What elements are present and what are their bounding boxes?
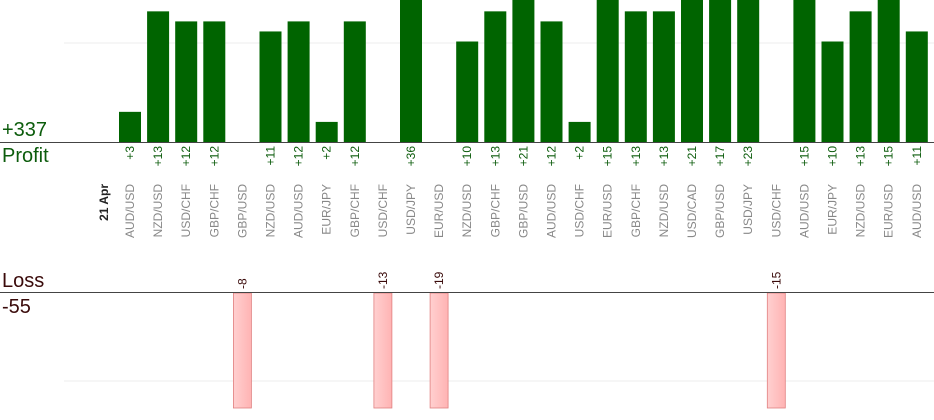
value-label: +2: [320, 146, 334, 160]
value-label: -8: [235, 278, 249, 289]
profit-bar: [568, 121, 591, 142]
value-label: -19: [432, 271, 446, 289]
loss-total: -55: [2, 296, 31, 318]
category-label: NZD/USD: [151, 184, 165, 238]
category-label: NZD/USD: [460, 184, 474, 238]
category-label: USD/CHF: [769, 184, 783, 237]
category-label: EUR/USD: [882, 184, 896, 238]
category-label: USD/CHF: [376, 184, 390, 237]
loss-bar: [429, 292, 449, 409]
profit-label: Profit: [2, 145, 49, 167]
category-label: EUR/JPY: [320, 184, 334, 235]
value-label: +13: [488, 146, 502, 167]
value-label: +11: [264, 146, 278, 166]
profit-total: +337: [2, 119, 48, 141]
profit-bar: [203, 21, 226, 142]
value-label: -13: [376, 271, 390, 289]
profit-bar: [877, 0, 900, 142]
profit-bar: [596, 0, 619, 142]
category-label: AUD/USD: [797, 184, 811, 238]
profit-bar: [905, 31, 928, 143]
profit-bar: [343, 21, 366, 142]
category-label: EUR/JPY: [826, 184, 840, 235]
value-label: +10: [826, 146, 840, 167]
category-label: GBP/CHF: [348, 184, 362, 237]
category-label: AUD/USD: [123, 184, 137, 238]
category-label: USD/CAD: [685, 184, 699, 238]
loss-bar: [373, 292, 393, 409]
value-label: +10: [460, 146, 474, 167]
value-label: +12: [545, 146, 559, 167]
category-label: NZD/USD: [657, 184, 671, 238]
profit-bar: [821, 41, 844, 142]
category-label: GBP/CHF: [207, 184, 221, 237]
profit-bar: [484, 11, 507, 142]
profit-bar: [681, 0, 703, 142]
profit-bar: [709, 0, 732, 142]
value-label: +21: [685, 146, 699, 167]
value-label: +13: [657, 146, 671, 167]
profit-bar: [456, 41, 479, 142]
value-label: +15: [797, 146, 811, 167]
value-label: +12: [292, 146, 306, 167]
value-label: +12: [207, 146, 221, 167]
date-label: 21 Apr: [97, 184, 111, 221]
category-label: NZD/USD: [264, 184, 278, 238]
category-label: GBP/USD: [235, 184, 249, 238]
value-label: -15: [769, 271, 783, 289]
profit-bar: [400, 0, 422, 142]
value-label: +23: [741, 146, 755, 167]
profit-bar: [175, 21, 198, 142]
profit-bar: [287, 21, 310, 142]
category-label: AUD/USD: [910, 184, 924, 238]
profit-bar: [315, 121, 338, 142]
value-label: +36: [404, 146, 418, 167]
labels: 21 Apr AUD/USD +3 NZD/USD +13 USD/CHF +12 GBP/C…: [97, 146, 924, 289]
category-label: USD/CHF: [179, 184, 193, 237]
value-label: +2: [573, 146, 587, 160]
value-label: +11: [910, 146, 924, 166]
bars: [119, 0, 928, 409]
category-label: USD/JPY: [404, 184, 418, 235]
category-label: GBP/CHF: [488, 184, 502, 237]
value-label: +21: [516, 146, 530, 167]
category-label: AUD/USD: [292, 184, 306, 238]
loss-label: Loss: [2, 270, 45, 292]
value-label: +13: [151, 146, 165, 167]
category-label: USD/CHF: [573, 184, 587, 237]
category-label: USD/JPY: [741, 184, 755, 235]
profit-bar: [624, 11, 647, 142]
profit-bar: [652, 11, 675, 142]
category-label: GBP/CHF: [629, 184, 643, 237]
loss-bar: [766, 292, 786, 409]
profit-bar: [540, 21, 563, 142]
category-label: GBP/USD: [713, 184, 727, 238]
value-label: +12: [348, 146, 362, 167]
value-label: +12: [179, 146, 193, 167]
profit-bar: [259, 31, 282, 143]
value-label: +15: [601, 146, 615, 167]
category-label: EUR/USD: [601, 184, 615, 238]
profit-bar: [512, 0, 535, 142]
category-label: AUD/USD: [545, 184, 559, 238]
axes: [0, 142, 934, 293]
profit-bar: [849, 11, 872, 142]
value-label: +13: [854, 146, 868, 167]
category-label: GBP/USD: [516, 184, 530, 238]
profit-bar: [119, 111, 141, 142]
category-label: NZD/USD: [854, 184, 868, 238]
category-label: EUR/USD: [432, 184, 446, 238]
value-label: +13: [629, 146, 643, 167]
value-label: +15: [882, 146, 896, 167]
value-label: +17: [713, 146, 727, 167]
loss-bar: [232, 292, 252, 409]
profit-bar: [147, 11, 170, 142]
value-label: +3: [123, 146, 137, 160]
profit-bar: [737, 0, 760, 142]
profit-bar: [793, 0, 816, 142]
